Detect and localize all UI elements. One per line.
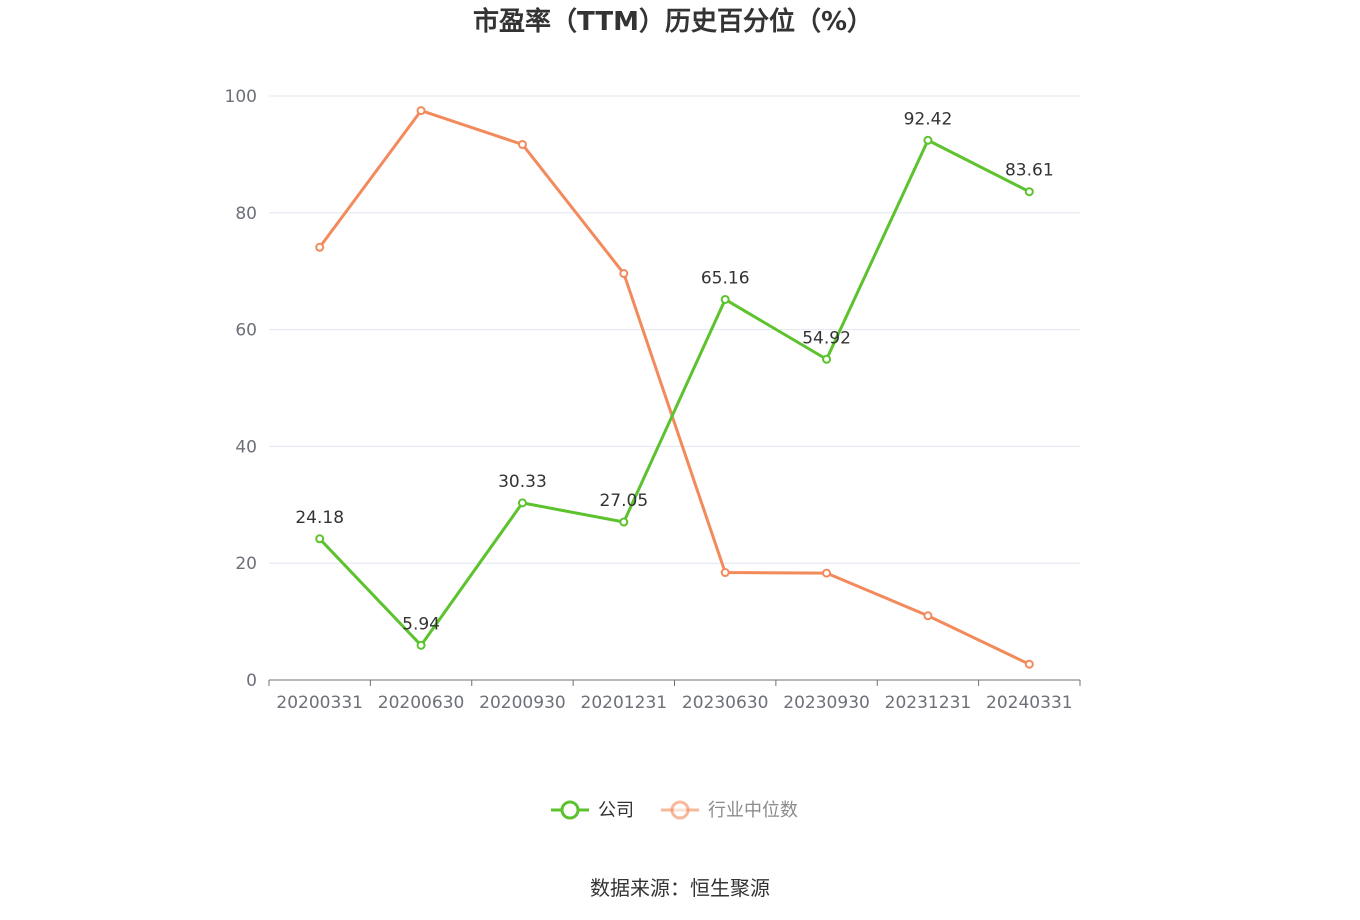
legend-item-1[interactable]: 行业中位数 <box>661 800 798 821</box>
legend[interactable]: 公司 行业中位数 <box>551 800 798 821</box>
series-lines <box>315 106 1034 669</box>
y-tick-label: 20 <box>235 554 257 574</box>
data-label: 30.33 <box>498 472 547 492</box>
legend-circle-icon <box>670 800 690 820</box>
x-tick-label: 20230930 <box>783 693 870 713</box>
data-label: 65.16 <box>701 268 750 288</box>
legend-item-0[interactable]: 公司 <box>551 800 634 821</box>
data-point[interactable] <box>619 269 629 279</box>
legend-label: 行业中位数 <box>708 800 798 821</box>
data-point[interactable] <box>822 568 832 578</box>
x-tick-label: 20201231 <box>581 693 668 713</box>
chart-title: 市盈率（TTM）历史百分位（%） <box>473 7 873 37</box>
grid-lines <box>269 95 1080 564</box>
data-label: 54.92 <box>802 328 851 348</box>
data-point[interactable] <box>923 135 933 145</box>
y-tick-label: 0 <box>246 671 257 691</box>
y-tick-label: 60 <box>235 321 257 341</box>
data-label: 92.42 <box>904 109 953 129</box>
data-point[interactable] <box>720 294 730 304</box>
data-point[interactable] <box>416 106 426 116</box>
x-tick-label: 20230630 <box>682 693 769 713</box>
data-point[interactable] <box>923 611 933 621</box>
data-label: 83.61 <box>1005 161 1054 181</box>
x-tick-label: 20200331 <box>276 693 363 713</box>
legend-label: 公司 <box>598 800 634 821</box>
data-point[interactable] <box>822 354 832 364</box>
data-label: 5.94 <box>402 614 440 634</box>
source-note: 数据来源：恒生聚源 <box>590 876 770 900</box>
y-tick-label: 40 <box>235 437 257 457</box>
series-line-1 <box>318 109 1030 666</box>
axes: 0 20 40 60 80 100 20200331 20200630 20200930 2020… <box>225 87 1081 713</box>
data-point[interactable] <box>517 498 527 508</box>
data-point[interactable] <box>1024 187 1034 197</box>
data-point[interactable] <box>315 534 325 544</box>
x-tick-label: 20200930 <box>479 693 566 713</box>
data-label: 24.18 <box>295 508 344 528</box>
series-line-0 <box>318 138 1030 647</box>
data-point[interactable] <box>1024 659 1034 669</box>
data-point[interactable] <box>416 640 426 650</box>
x-tick-label: 20231231 <box>885 693 972 713</box>
data-point[interactable] <box>619 517 629 527</box>
legend-circle-icon <box>560 800 580 820</box>
x-tick-label: 20200630 <box>378 693 465 713</box>
y-tick-label: 80 <box>235 204 257 224</box>
data-point[interactable] <box>720 568 730 578</box>
data-point[interactable] <box>315 242 325 252</box>
y-tick-label: 100 <box>225 87 257 107</box>
data-labels: 24.18 5.94 30.33 27.05 65.16 54.92 92.42 83.61 <box>295 109 1053 634</box>
data-point[interactable] <box>517 139 527 149</box>
data-label: 27.05 <box>599 491 648 511</box>
x-tick-label: 20240331 <box>986 693 1073 713</box>
